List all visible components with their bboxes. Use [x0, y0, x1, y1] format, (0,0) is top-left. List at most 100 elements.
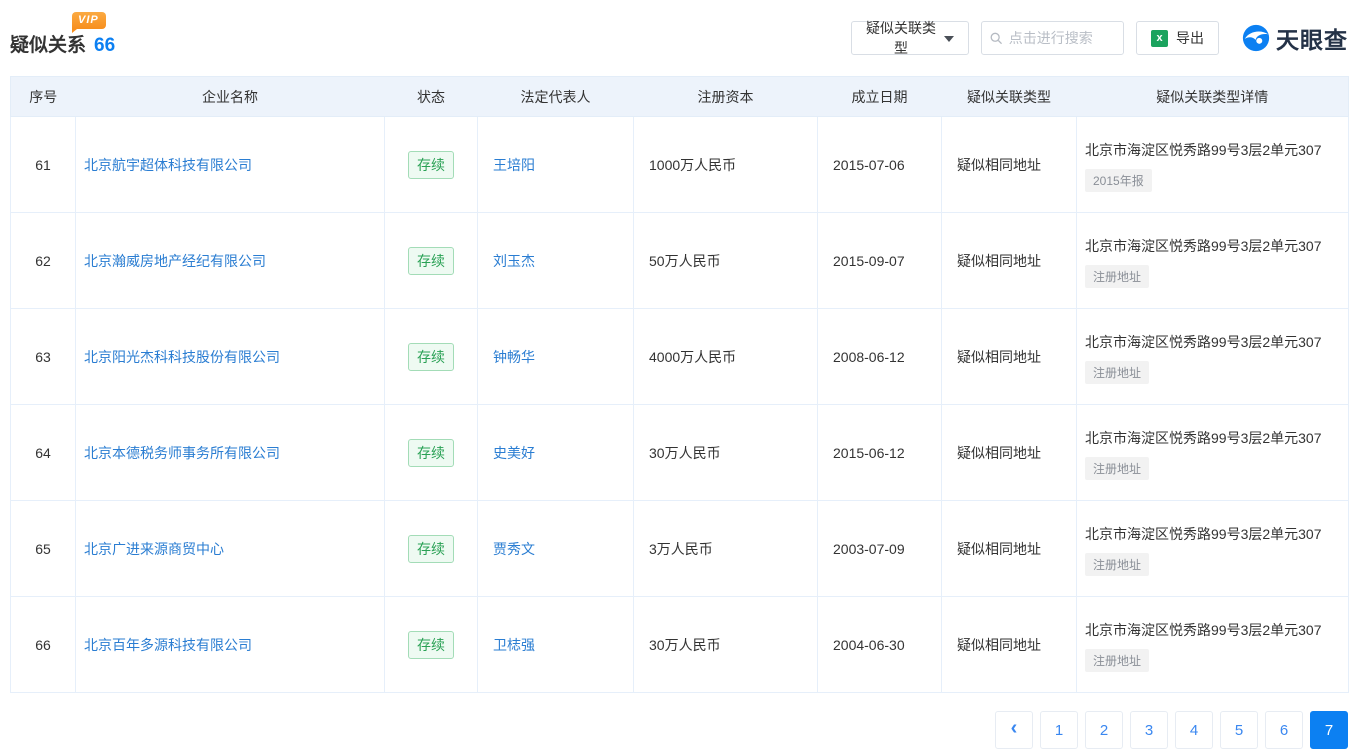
cell-no: 63 — [10, 308, 76, 405]
cell-date: 2015-06-12 — [817, 404, 942, 501]
page-title: 疑似关系 66 — [10, 30, 115, 57]
export-button[interactable]: x 导出 — [1136, 21, 1219, 55]
cell-date: 2008-06-12 — [817, 308, 942, 405]
cell-relation-type: 疑似相同地址 — [941, 308, 1077, 405]
search-icon — [990, 32, 1003, 44]
tianyancha-logo[interactable]: 天眼查 — [1241, 21, 1348, 55]
detail-address: 北京市海淀区悦秀路99号3层2单元307 — [1085, 429, 1322, 446]
topbar: VIP 疑似关系 66 疑似关联类型 x 导出 — [0, 0, 1358, 76]
cell-capital: 50万人民币 — [633, 212, 818, 309]
legal-rep-link[interactable]: 卫梽强 — [493, 636, 535, 653]
legal-rep-link[interactable]: 贾秀文 — [493, 540, 535, 557]
company-link[interactable]: 北京航宇超体科技有限公司 — [84, 156, 252, 173]
detail-tag: 注册地址 — [1085, 456, 1150, 480]
excel-icon: x — [1151, 29, 1168, 47]
cell-capital: 4000万人民币 — [633, 308, 818, 405]
cell-date: 2004-06-30 — [817, 596, 942, 693]
title-wrap: VIP 疑似关系 66 — [10, 11, 115, 57]
table-row: 65 北京广进来源商贸中心 存续 贾秀文 3万人民币 2003-07-09 疑似… — [10, 500, 1349, 597]
pagination: ‹ 1 2 3 4 5 6 7 — [0, 711, 1348, 749]
page-title-text: 疑似关系 — [10, 34, 87, 56]
company-link[interactable]: 北京本德税务师事务所有限公司 — [84, 444, 280, 461]
status-badge: 存续 — [408, 534, 454, 563]
table-row: 61 北京航宇超体科技有限公司 存续 王培阳 1000万人民币 2015-07-… — [10, 116, 1349, 213]
status-badge: 存续 — [408, 438, 454, 467]
cell-capital: 30万人民币 — [633, 596, 818, 693]
chevron-left-icon: ‹ — [1010, 717, 1018, 739]
cell-no: 62 — [10, 212, 76, 309]
column-header-capital: 注册资本 — [633, 76, 818, 117]
table-row: 64 北京本德税务师事务所有限公司 存续 史美好 30万人民币 2015-06-… — [10, 404, 1349, 501]
relations-table: 序号 企业名称 状态 法定代表人 注册资本 成立日期 疑似关联类型 疑似关联类型… — [10, 76, 1349, 693]
toolbar-controls: 疑似关联类型 x 导出 天眼查 — [851, 20, 1348, 56]
page-button-5[interactable]: 5 — [1220, 711, 1258, 749]
status-badge: 存续 — [408, 246, 454, 275]
cell-capital: 3万人民币 — [633, 500, 818, 597]
column-header-legal-rep: 法定代表人 — [477, 76, 634, 117]
column-header-date: 成立日期 — [817, 76, 942, 117]
table-row: 66 北京百年多源科技有限公司 存续 卫梽强 30万人民币 2004-06-30… — [10, 596, 1349, 693]
detail-address: 北京市海淀区悦秀路99号3层2单元307 — [1085, 237, 1322, 254]
table-header-row: 序号 企业名称 状态 法定代表人 注册资本 成立日期 疑似关联类型 疑似关联类型… — [10, 76, 1349, 117]
cell-relation-type: 疑似相同地址 — [941, 212, 1077, 309]
company-link[interactable]: 北京百年多源科技有限公司 — [84, 636, 252, 653]
page-button-6[interactable]: 6 — [1265, 711, 1303, 749]
column-header-no: 序号 — [10, 76, 76, 117]
column-header-status: 状态 — [384, 76, 478, 117]
page-button-4[interactable]: 4 — [1175, 711, 1213, 749]
column-header-relation-type: 疑似关联类型 — [941, 76, 1077, 117]
page-button-2[interactable]: 2 — [1085, 711, 1123, 749]
company-link[interactable]: 北京广进来源商贸中心 — [84, 540, 224, 557]
column-header-company: 企业名称 — [75, 76, 385, 117]
filter-dropdown-label: 疑似关联类型 — [866, 20, 936, 56]
company-link[interactable]: 北京阳光杰科科技股份有限公司 — [84, 348, 280, 365]
cell-no: 61 — [10, 116, 76, 213]
detail-tag: 注册地址 — [1085, 552, 1150, 576]
export-label: 导出 — [1176, 30, 1204, 46]
cell-relation-type: 疑似相同地址 — [941, 500, 1077, 597]
search-input[interactable] — [1008, 30, 1115, 46]
page-button-1[interactable]: 1 — [1040, 711, 1078, 749]
detail-tag: 注册地址 — [1085, 360, 1150, 384]
cell-date: 2003-07-09 — [817, 500, 942, 597]
cell-relation-type: 疑似相同地址 — [941, 596, 1077, 693]
cell-date: 2015-09-07 — [817, 212, 942, 309]
detail-tag: 注册地址 — [1085, 264, 1150, 288]
chevron-down-icon — [944, 36, 954, 42]
cell-capital: 30万人民币 — [633, 404, 818, 501]
page-button-7-active[interactable]: 7 — [1310, 711, 1348, 749]
cell-no: 66 — [10, 596, 76, 693]
relation-count: 66 — [94, 34, 116, 56]
cell-relation-type: 疑似相同地址 — [941, 404, 1077, 501]
cell-date: 2015-07-06 — [817, 116, 942, 213]
prev-page-button[interactable]: ‹ — [995, 711, 1033, 749]
detail-address: 北京市海淀区悦秀路99号3层2单元307 — [1085, 621, 1322, 638]
logo-text: 天眼查 — [1276, 27, 1348, 53]
legal-rep-link[interactable]: 王培阳 — [493, 156, 535, 173]
detail-address: 北京市海淀区悦秀路99号3层2单元307 — [1085, 141, 1322, 158]
detail-address: 北京市海淀区悦秀路99号3层2单元307 — [1085, 333, 1322, 350]
search-box[interactable] — [981, 21, 1124, 55]
cell-no: 65 — [10, 500, 76, 597]
company-link[interactable]: 北京瀚威房地产经纪有限公司 — [84, 252, 266, 269]
cell-capital: 1000万人民币 — [633, 116, 818, 213]
page-button-3[interactable]: 3 — [1130, 711, 1168, 749]
column-header-relation-detail: 疑似关联类型详情 — [1076, 76, 1349, 117]
legal-rep-link[interactable]: 史美好 — [493, 444, 535, 461]
table-row: 63 北京阳光杰科科技股份有限公司 存续 钟畅华 4000万人民币 2008-0… — [10, 308, 1349, 405]
cell-no: 64 — [10, 404, 76, 501]
relation-type-filter-dropdown[interactable]: 疑似关联类型 — [851, 20, 969, 56]
detail-tag: 2015年报 — [1085, 168, 1152, 192]
legal-rep-link[interactable]: 刘玉杰 — [493, 252, 535, 269]
status-badge: 存续 — [408, 342, 454, 371]
detail-address: 北京市海淀区悦秀路99号3层2单元307 — [1085, 525, 1322, 542]
vip-badge: VIP — [72, 11, 106, 33]
tianyancha-eye-icon — [1242, 24, 1270, 52]
table-row: 62 北京瀚威房地产经纪有限公司 存续 刘玉杰 50万人民币 2015-09-0… — [10, 212, 1349, 309]
status-badge: 存续 — [408, 630, 454, 659]
detail-tag: 注册地址 — [1085, 648, 1150, 672]
legal-rep-link[interactable]: 钟畅华 — [493, 348, 535, 365]
status-badge: 存续 — [408, 150, 454, 179]
cell-relation-type: 疑似相同地址 — [941, 116, 1077, 213]
